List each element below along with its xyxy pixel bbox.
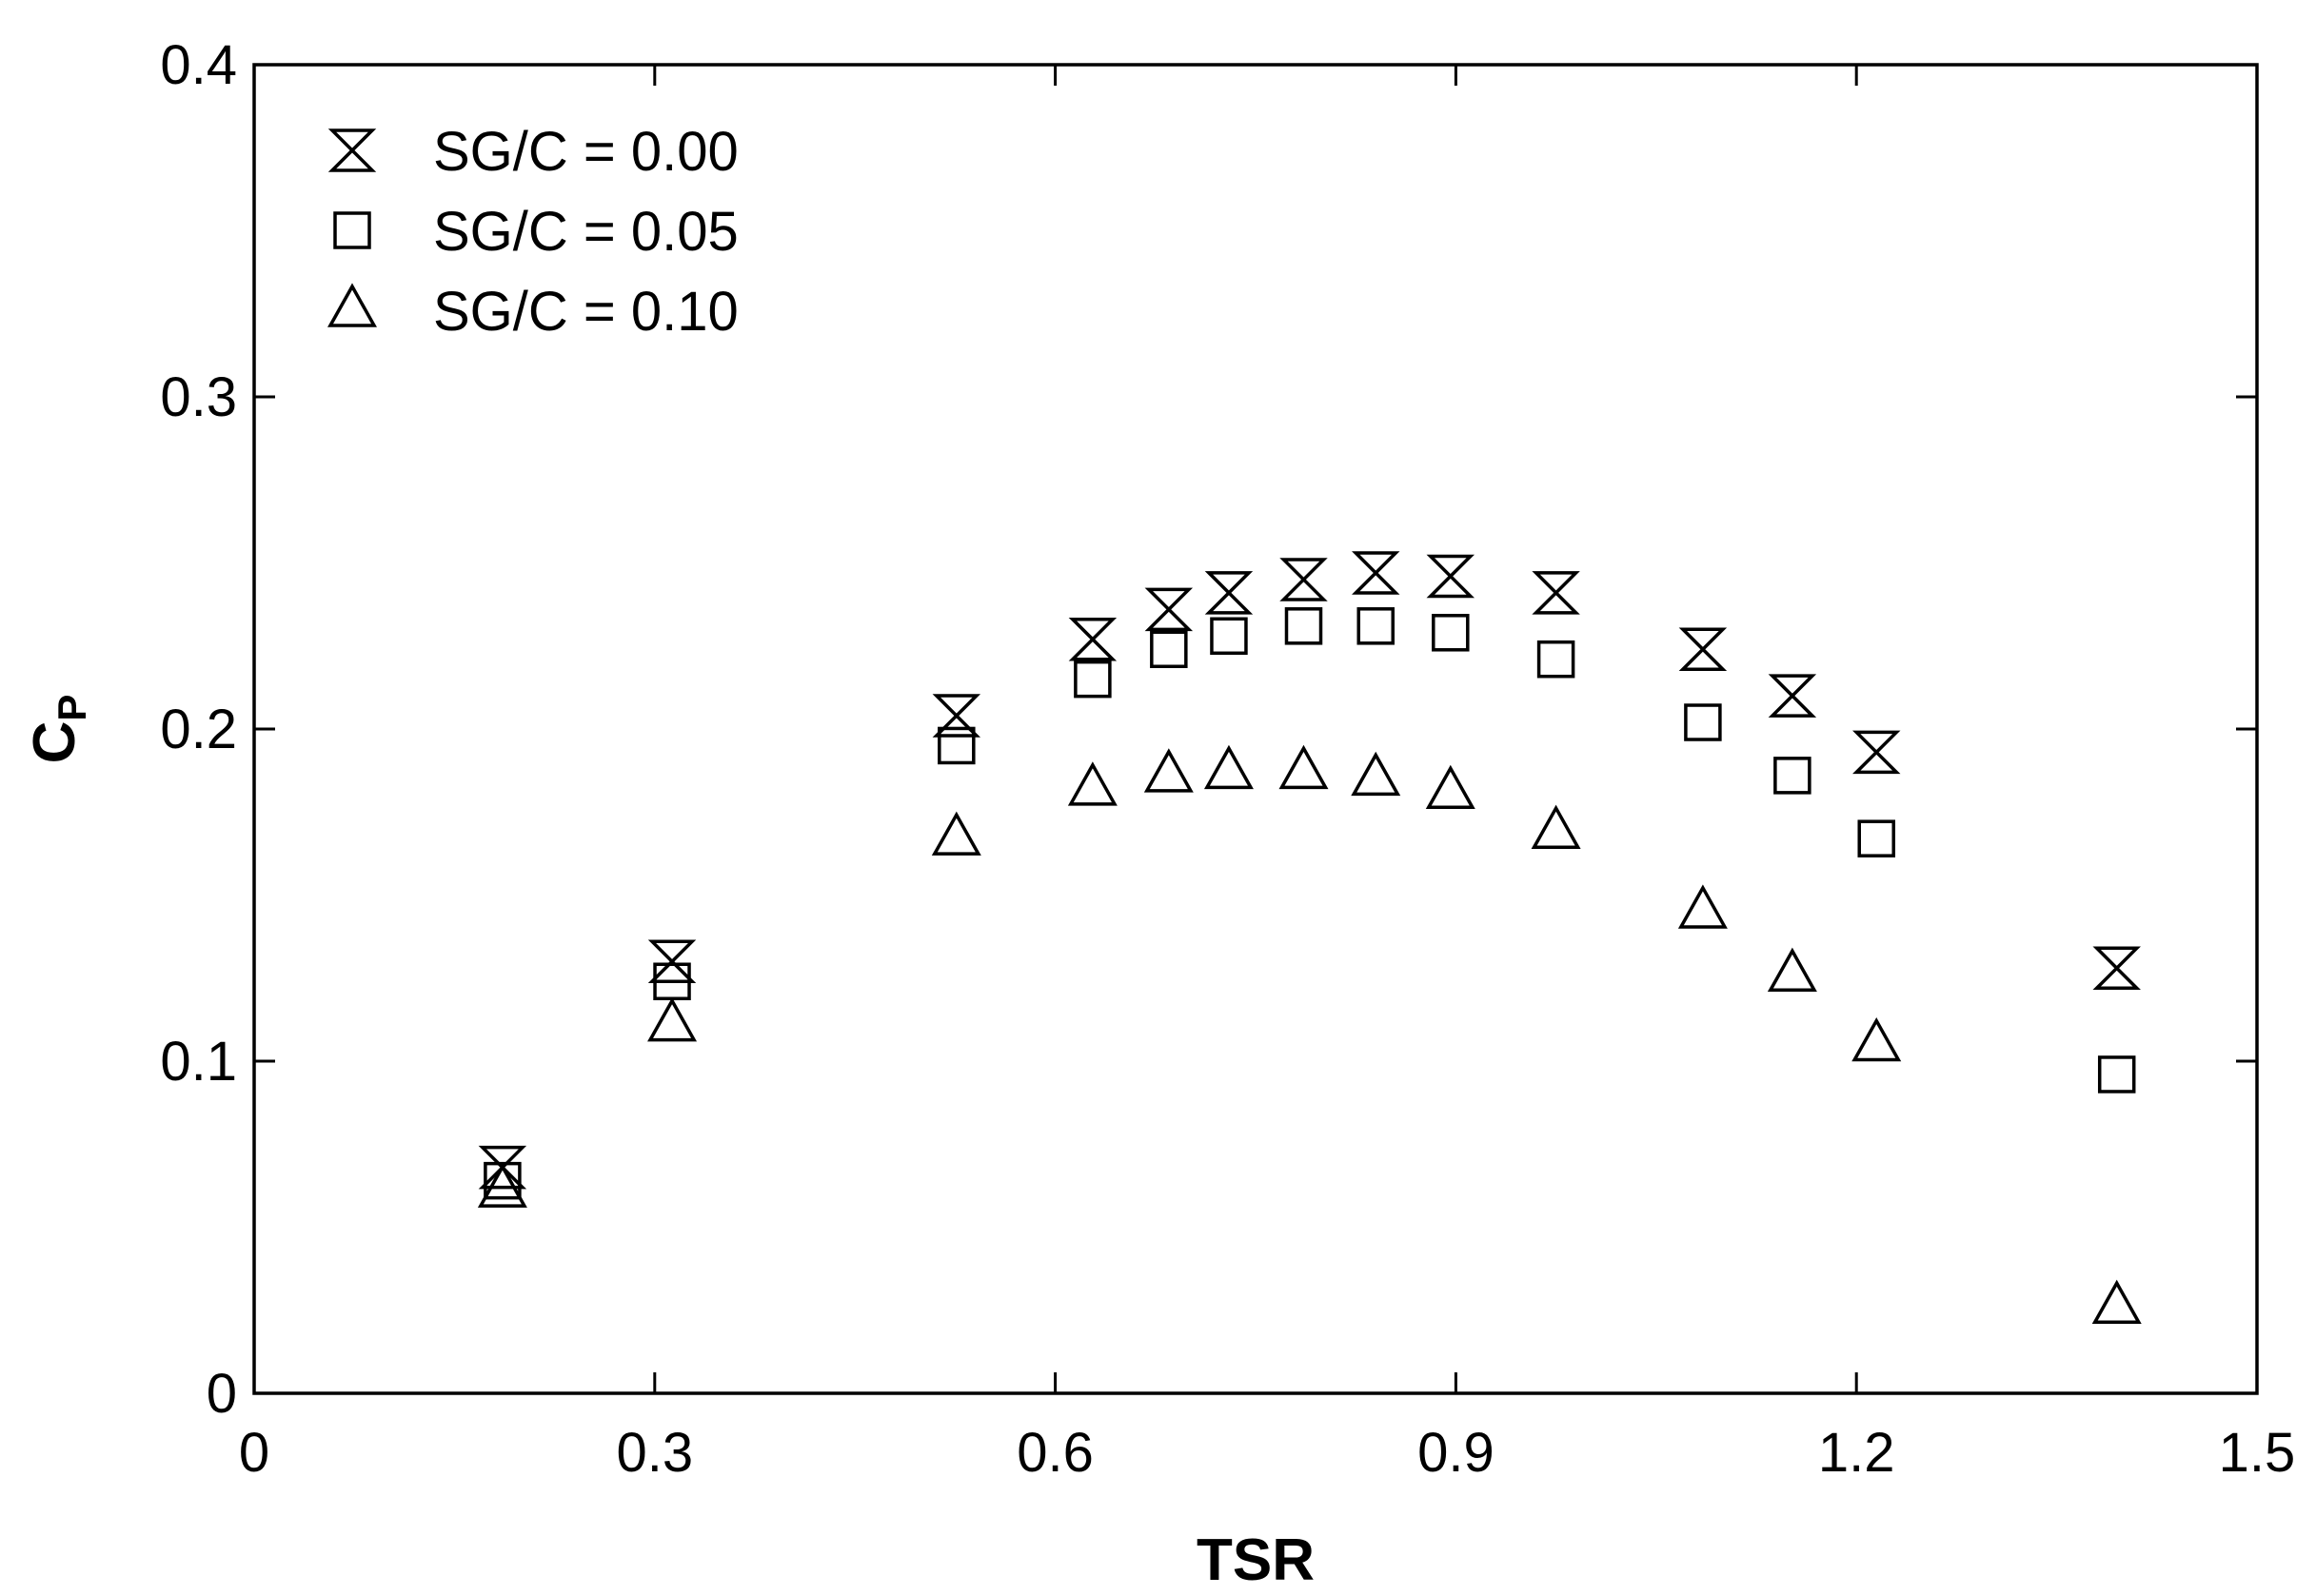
y-tick-label: 0.1 [160, 1031, 237, 1093]
data-point [1068, 618, 1118, 661]
x-tick-label: 0 [239, 1422, 269, 1484]
data-point [1067, 761, 1118, 806]
data-markers [477, 551, 2142, 1325]
x-tick-label: 0.6 [1017, 1422, 1094, 1484]
data-point [1531, 804, 1581, 849]
data-point [478, 1145, 527, 1190]
y-tick-label: 0.4 [160, 34, 237, 96]
legend-label: SG/C = 0.00 [433, 121, 739, 183]
y-axis-title-main: C [22, 721, 88, 764]
data-point [1150, 630, 1188, 668]
data-point [1432, 614, 1470, 652]
data-point [1278, 744, 1329, 790]
data-point [1536, 640, 1575, 679]
data-point [1857, 819, 1895, 857]
data-point [1768, 674, 1817, 718]
data-point [1532, 571, 1580, 615]
data-point [1773, 757, 1811, 795]
data-point [1284, 607, 1323, 645]
data-point [647, 939, 697, 984]
data-point [2092, 946, 2141, 991]
data-point [1203, 744, 1254, 790]
data-point [1204, 571, 1254, 615]
legend-marker [333, 211, 371, 249]
data-point [1352, 551, 1400, 595]
legend-marker [327, 283, 377, 327]
series-0 [478, 551, 2141, 1190]
data-point [1426, 554, 1475, 599]
y-tick-label: 0 [207, 1363, 237, 1425]
data-point [1677, 884, 1728, 929]
data-point [1356, 607, 1395, 645]
data-point [1852, 730, 1901, 775]
data-point [2097, 1055, 2136, 1094]
data-point [1279, 558, 1328, 601]
data-point [1144, 587, 1194, 632]
y-tick-label: 0.2 [160, 699, 237, 760]
series-1 [484, 607, 2136, 1200]
axis-tick-labels: 0 0.3 0.6 0.9 1.2 1.5 0 0.1 0.2 0.3 0.4 [160, 34, 2295, 1484]
data-point [1678, 627, 1728, 671]
data-point [938, 726, 976, 765]
series-2 [477, 744, 2142, 1325]
legend-label: SG/C = 0.10 [433, 281, 739, 343]
legend: SG/C = 0.00 SG/C = 0.05 SG/C = 0.10 [327, 121, 739, 343]
data-point [647, 997, 698, 1042]
axis-ticks [254, 65, 2257, 1393]
data-point [1684, 703, 1722, 741]
x-tick-label: 0.3 [616, 1422, 693, 1484]
data-point [1851, 1016, 1902, 1062]
x-tick-label: 1.5 [2219, 1422, 2296, 1484]
x-axis-title: TSR [1197, 1527, 1315, 1593]
x-tick-label: 0.9 [1417, 1422, 1495, 1484]
y-tick-label: 0.3 [160, 366, 237, 428]
legend-marker [327, 128, 377, 172]
data-point [932, 694, 981, 738]
data-point [931, 811, 981, 856]
plot-frame [252, 63, 2259, 1395]
data-point [2091, 1279, 2142, 1325]
data-point [1074, 660, 1112, 699]
data-point [1210, 617, 1248, 656]
data-point [1351, 751, 1401, 797]
data-point [1425, 764, 1475, 810]
data-point [1767, 947, 1817, 993]
data-point [1143, 748, 1194, 793]
data-point [477, 1163, 527, 1208]
y-axis-title: CP [22, 695, 94, 764]
legend-label: SG/C = 0.05 [433, 201, 739, 263]
x-tick-label: 1.2 [1818, 1422, 1895, 1484]
y-axis-title-subscript: P [49, 695, 94, 721]
